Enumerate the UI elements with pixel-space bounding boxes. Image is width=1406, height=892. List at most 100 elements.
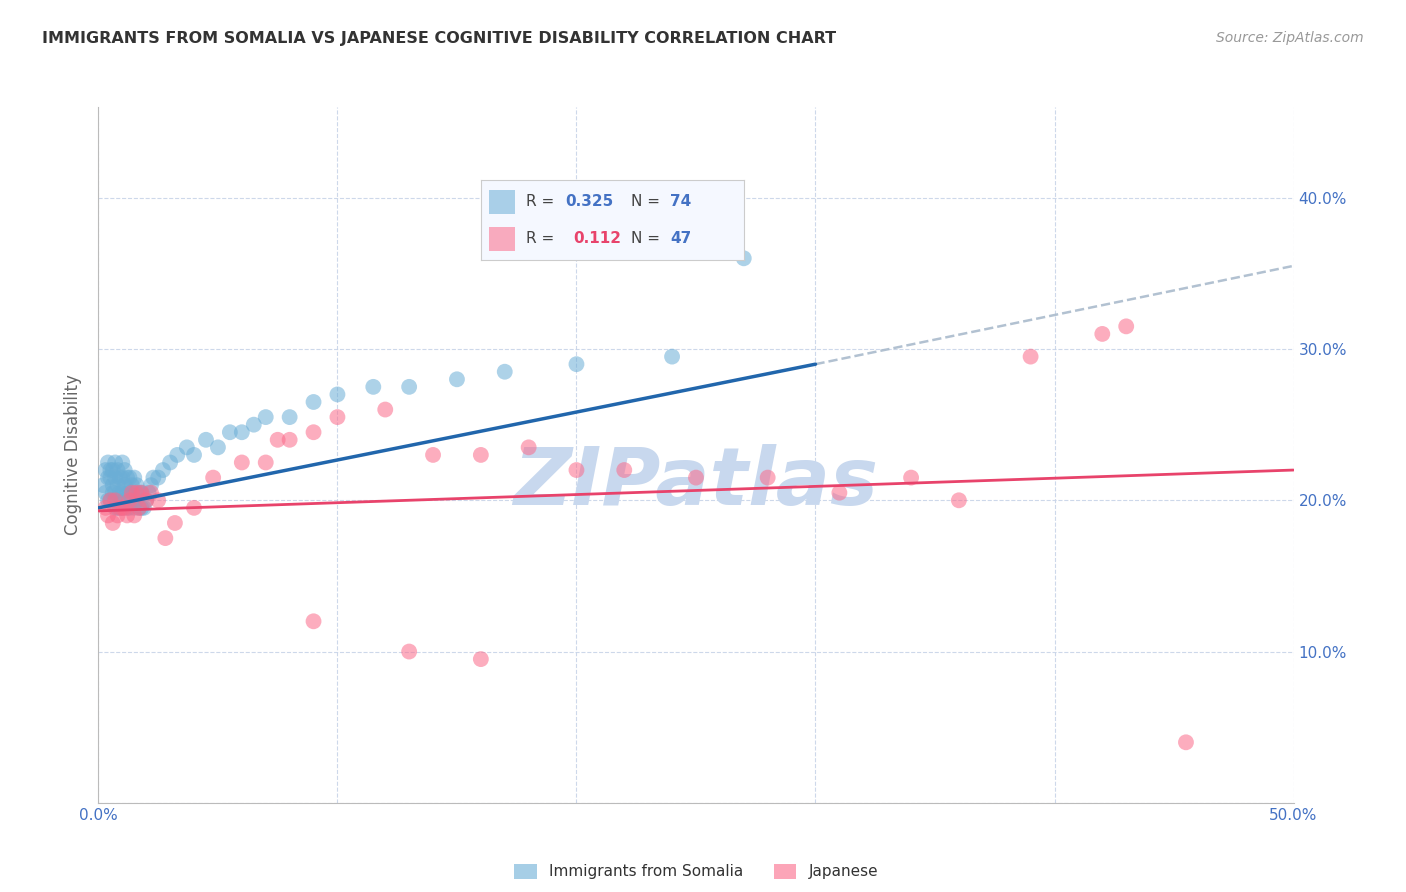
Bar	[489, 227, 515, 251]
Point	[202, 470, 225, 484]
Point	[121, 485, 143, 500]
Point	[948, 493, 970, 508]
Legend: Immigrants from Somalia, Japanese: Immigrants from Somalia, Japanese	[508, 857, 884, 886]
Point	[98, 493, 122, 508]
Point	[326, 410, 349, 425]
Point	[470, 652, 492, 666]
Text: ZIPatlas: ZIPatlas	[513, 443, 879, 522]
Point	[159, 455, 181, 469]
Point	[302, 425, 325, 440]
Point	[125, 485, 148, 500]
Point	[756, 470, 779, 484]
Point	[115, 508, 138, 523]
Point	[254, 410, 277, 425]
Point	[131, 485, 153, 500]
Text: IMMIGRANTS FROM SOMALIA VS JAPANESE COGNITIVE DISABILITY CORRELATION CHART: IMMIGRANTS FROM SOMALIA VS JAPANESE COGN…	[42, 31, 837, 46]
Point	[97, 508, 120, 523]
Point	[302, 615, 325, 629]
Text: R =: R =	[526, 231, 564, 246]
Point	[101, 516, 124, 530]
Point	[131, 500, 153, 515]
Point	[97, 493, 120, 508]
Point	[111, 500, 134, 515]
Point	[685, 470, 707, 484]
Point	[124, 500, 146, 515]
Text: 74: 74	[671, 194, 692, 210]
Point	[363, 380, 385, 394]
Point	[98, 463, 122, 477]
Point	[114, 493, 136, 508]
Point	[142, 470, 165, 484]
Point	[166, 448, 188, 462]
Text: 0.325: 0.325	[565, 194, 613, 210]
Point	[107, 493, 129, 508]
Point	[446, 372, 468, 386]
Point	[98, 493, 122, 508]
Point	[278, 433, 301, 447]
Point	[398, 380, 420, 394]
Point	[101, 478, 124, 492]
Point	[302, 395, 325, 409]
Point	[114, 478, 136, 492]
Point	[108, 500, 131, 515]
Point	[135, 493, 157, 508]
Point	[398, 644, 420, 658]
Point	[470, 448, 492, 462]
Point	[91, 478, 114, 492]
Point	[152, 463, 174, 477]
Point	[108, 470, 131, 484]
Point	[278, 410, 301, 425]
Point	[104, 455, 127, 469]
Point	[374, 402, 396, 417]
Point	[148, 493, 170, 508]
Point	[104, 500, 127, 515]
Point	[1175, 735, 1198, 749]
Point	[98, 470, 122, 484]
Point	[243, 417, 266, 432]
Text: Source: ZipAtlas.com: Source: ZipAtlas.com	[1216, 31, 1364, 45]
Point	[118, 493, 141, 508]
Point	[124, 485, 146, 500]
Point	[139, 478, 162, 492]
Point	[326, 387, 349, 401]
Point	[111, 470, 134, 484]
Point	[565, 463, 588, 477]
Point	[128, 485, 150, 500]
Point	[733, 252, 755, 266]
Point	[132, 500, 155, 515]
Point	[118, 485, 141, 500]
Point	[135, 493, 157, 508]
Point	[207, 441, 229, 455]
Point	[118, 470, 141, 484]
Point	[219, 425, 242, 440]
Point	[94, 485, 117, 500]
Point	[565, 357, 588, 371]
Point	[613, 463, 636, 477]
Point	[828, 485, 851, 500]
Point	[94, 500, 117, 515]
Point	[128, 500, 150, 515]
Point	[124, 470, 146, 484]
Point	[131, 485, 153, 500]
Point	[125, 478, 148, 492]
Point	[121, 478, 143, 492]
Point	[108, 485, 131, 500]
Text: N =: N =	[631, 231, 665, 246]
Point	[115, 470, 138, 484]
Y-axis label: Cognitive Disability: Cognitive Disability	[65, 375, 83, 535]
Point	[231, 425, 253, 440]
Point	[124, 508, 146, 523]
Point	[422, 448, 444, 462]
Point	[104, 493, 127, 508]
Text: 0.112: 0.112	[572, 231, 621, 246]
Point	[114, 500, 136, 515]
Point	[661, 350, 683, 364]
Point	[183, 448, 205, 462]
Point	[114, 463, 136, 477]
Point	[111, 455, 134, 469]
Point	[163, 516, 186, 530]
Point	[176, 441, 198, 455]
Point	[111, 485, 134, 500]
Text: 47: 47	[671, 231, 692, 246]
Point	[183, 500, 205, 515]
